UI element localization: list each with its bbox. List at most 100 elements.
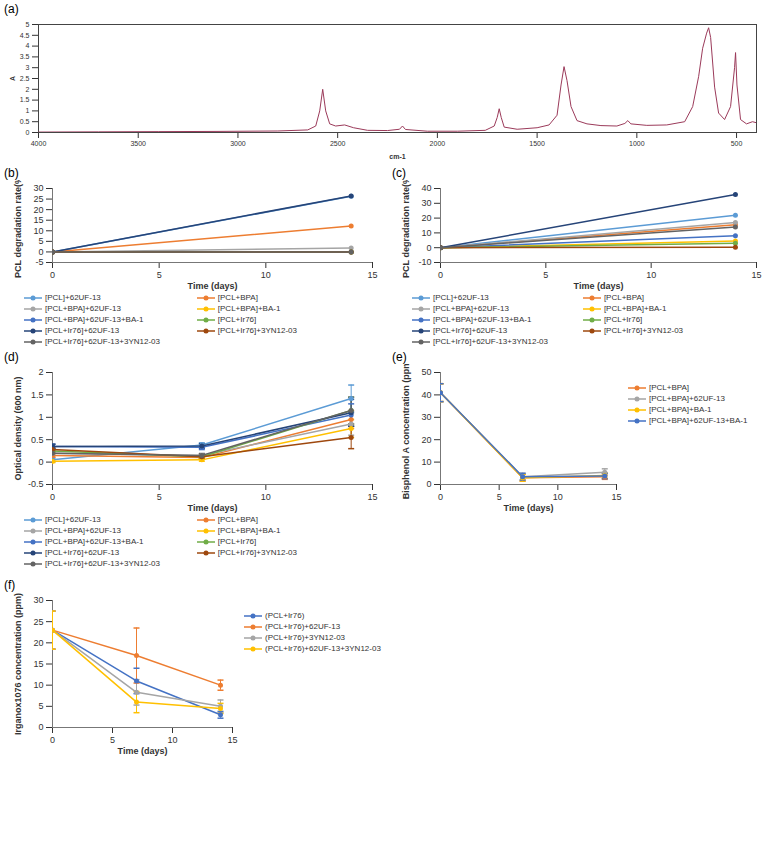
- svg-text:30: 30: [421, 198, 431, 208]
- svg-text:30: 30: [421, 412, 431, 422]
- svg-text:0: 0: [26, 129, 30, 136]
- svg-text:20: 20: [33, 205, 43, 215]
- html-text:(f): (f): [4, 578, 16, 592]
- svg-text:3.5: 3.5: [20, 53, 30, 60]
- html-text:(c): (c): [392, 166, 406, 180]
- svg-text:Irganox1076 concentration (ppm: Irganox1076 concentration (ppm): [13, 593, 23, 735]
- svg-text:0: 0: [50, 735, 55, 745]
- svg-text:15: 15: [367, 270, 377, 280]
- svg-text:4: 4: [26, 42, 30, 49]
- svg-text:10: 10: [646, 270, 656, 280]
- svg-text:0: 0: [38, 457, 43, 467]
- svg-text:0: 0: [50, 492, 55, 502]
- svg-text:Time (days): Time (days): [188, 503, 238, 513]
- svg-text:25: 25: [33, 194, 43, 204]
- html-text:[PCL+Ir76]+3YN12-03: [PCL+Ir76]+3YN12-03: [217, 326, 297, 335]
- svg-text:10: 10: [421, 457, 431, 467]
- svg-text:cm-1: cm-1: [389, 153, 405, 160]
- svg-text:5: 5: [157, 492, 162, 502]
- svg-text:Time (days): Time (days): [118, 746, 168, 756]
- svg-text:0: 0: [438, 270, 443, 280]
- svg-text:Bisphenol A concentration (ppm: Bisphenol A concentration (ppm): [401, 364, 411, 499]
- svg-text:40: 40: [421, 183, 431, 193]
- svg-text:1: 1: [26, 107, 30, 114]
- svg-text:0: 0: [38, 247, 43, 257]
- html-text:(a): (a): [4, 2, 19, 16]
- svg-text:Time (days): Time (days): [574, 281, 624, 291]
- html-text:(d): (d): [4, 350, 19, 364]
- svg-text:0.5: 0.5: [31, 435, 44, 445]
- svg-text:15: 15: [227, 735, 237, 745]
- svg-text:0: 0: [426, 243, 431, 253]
- svg-text:-10: -10: [418, 257, 431, 267]
- svg-text:Time (days): Time (days): [504, 503, 554, 513]
- svg-text:15: 15: [367, 492, 377, 502]
- html-text:(e): (e): [392, 350, 407, 364]
- svg-text:20: 20: [33, 638, 43, 648]
- svg-text:10: 10: [553, 492, 563, 502]
- svg-text:3500: 3500: [130, 140, 146, 147]
- svg-text:3000: 3000: [230, 140, 246, 147]
- svg-text:40: 40: [421, 390, 431, 400]
- svg-text:10: 10: [421, 228, 431, 238]
- svg-text:4000: 4000: [31, 140, 47, 147]
- svg-text:5: 5: [26, 21, 30, 28]
- svg-text:2: 2: [38, 367, 43, 377]
- svg-text:15: 15: [33, 659, 43, 669]
- svg-text:10: 10: [167, 735, 177, 745]
- html-text:[PCL]+62UF-13: [PCL]+62UF-13: [433, 293, 489, 302]
- svg-text:15: 15: [611, 492, 621, 502]
- svg-text:0.5: 0.5: [20, 118, 30, 125]
- svg-text:5: 5: [110, 735, 115, 745]
- html-text:[PCL+BPA]+62UF-13: [PCL+BPA]+62UF-13: [45, 304, 121, 313]
- svg-text:-0.5: -0.5: [28, 479, 44, 489]
- svg-text:10: 10: [261, 270, 271, 280]
- svg-text:0: 0: [438, 492, 443, 502]
- svg-text:5: 5: [38, 701, 43, 711]
- svg-text:10: 10: [33, 226, 43, 236]
- svg-text:3: 3: [26, 64, 30, 71]
- svg-text:500: 500: [731, 140, 743, 147]
- svg-text:PCL degradation rate(%): PCL degradation rate(%): [13, 180, 23, 278]
- svg-text:15: 15: [33, 215, 43, 225]
- svg-text:30: 30: [33, 595, 43, 605]
- svg-text:30: 30: [33, 183, 43, 193]
- svg-text:20: 20: [421, 213, 431, 223]
- svg-text:1.5: 1.5: [31, 390, 44, 400]
- svg-text:0: 0: [38, 722, 43, 732]
- svg-text:10: 10: [261, 492, 271, 502]
- svg-text:Optical density (600 nm): Optical density (600 nm): [13, 376, 23, 480]
- svg-text:1.5: 1.5: [20, 96, 30, 103]
- html-text:[PCL]+62UF-13: [PCL]+62UF-13: [45, 293, 101, 302]
- html-text:[PCL+BPA]: [PCL+BPA]: [217, 293, 258, 302]
- svg-text:5: 5: [497, 492, 502, 502]
- html-text:[PCL+Ir76]+62UF-13+3YN12-03: [PCL+Ir76]+62UF-13+3YN12-03: [45, 337, 160, 346]
- html-text:[PCL+BPA]+BA-1: [PCL+BPA]+BA-1: [217, 304, 281, 313]
- svg-text:5: 5: [543, 270, 548, 280]
- svg-text:50: 50: [421, 367, 431, 377]
- html-text:[PCL+Ir76]: [PCL+Ir76]: [217, 315, 257, 324]
- svg-text:0: 0: [50, 270, 55, 280]
- svg-text:5: 5: [157, 270, 162, 280]
- svg-text:1: 1: [38, 412, 43, 422]
- html-text:[PCL+BPA]+62UF-13+BA-1: [PCL+BPA]+62UF-13+BA-1: [45, 315, 144, 324]
- svg-text:25: 25: [33, 617, 43, 627]
- svg-text:Time (days): Time (days): [188, 281, 238, 291]
- svg-text:2500: 2500: [330, 140, 346, 147]
- svg-text:A: A: [9, 76, 16, 81]
- svg-text:4.5: 4.5: [20, 32, 30, 39]
- html-text:[PCL+Ir76]+62UF-13: [PCL+Ir76]+62UF-13: [45, 326, 120, 335]
- svg-text:0: 0: [426, 479, 431, 489]
- svg-text:5: 5: [38, 236, 43, 246]
- html-text:(b): (b): [4, 166, 19, 180]
- svg-text:2000: 2000: [430, 140, 446, 147]
- svg-text:2.5: 2.5: [20, 75, 30, 82]
- svg-text:PCL degradation rate(%): PCL degradation rate(%): [401, 180, 411, 278]
- svg-text:15: 15: [751, 270, 761, 280]
- svg-text:10: 10: [33, 680, 43, 690]
- svg-text:1500: 1500: [529, 140, 545, 147]
- svg-text:2: 2: [26, 86, 30, 93]
- svg-text:20: 20: [421, 435, 431, 445]
- svg-text:-5: -5: [35, 257, 43, 267]
- svg-text:1000: 1000: [629, 140, 645, 147]
